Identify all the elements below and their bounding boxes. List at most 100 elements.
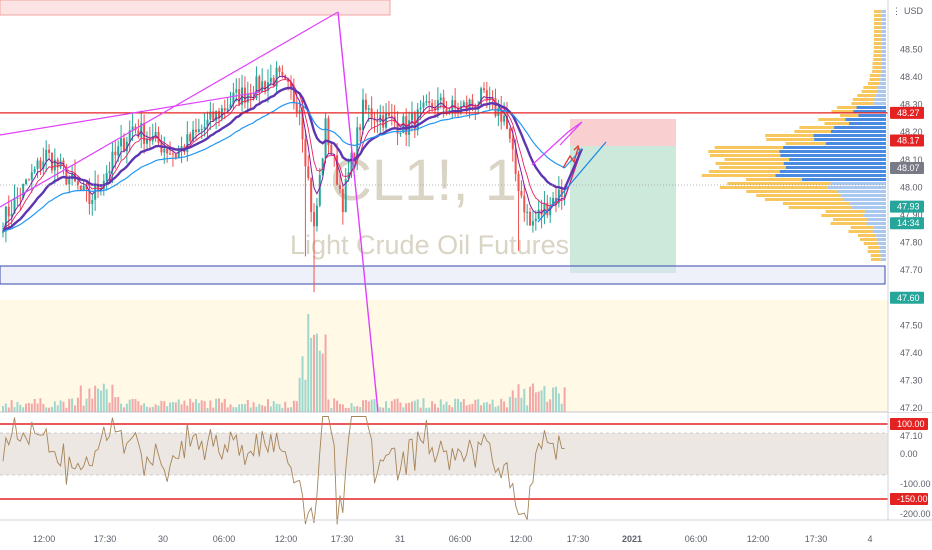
price-tag-label: 48.27 <box>897 108 920 118</box>
candle-body <box>238 89 241 105</box>
projection-arrow-head <box>573 144 581 153</box>
profile-bar <box>746 178 803 181</box>
profile-bar <box>877 90 886 93</box>
profile-bar <box>831 130 886 133</box>
profile-bar <box>853 110 886 113</box>
candle-body <box>189 134 192 142</box>
candle-body <box>390 115 393 117</box>
cci-oscillator <box>0 411 932 525</box>
volume-bar <box>439 399 442 412</box>
profile-bar <box>848 230 873 233</box>
candle-body <box>59 160 62 168</box>
volume-bar <box>327 399 330 412</box>
volume-bar <box>517 384 520 412</box>
volume-bar <box>275 403 278 412</box>
volume-bar <box>321 353 324 412</box>
volume-bar <box>338 403 341 412</box>
profile-bar <box>858 114 886 117</box>
price-tick-label: 47.90 <box>900 210 923 220</box>
volume-bar <box>134 399 137 412</box>
profile-bar <box>863 242 879 245</box>
profile-bar <box>872 62 882 65</box>
candle-body <box>359 127 362 130</box>
profile-bar <box>873 22 882 25</box>
volume-bar <box>307 314 310 412</box>
candle-body <box>30 172 33 180</box>
profile-bar <box>860 238 877 241</box>
volume-bar <box>194 399 197 412</box>
candle-body <box>19 197 22 199</box>
profile-bar <box>881 50 886 53</box>
candle-body <box>68 178 71 185</box>
volume-bar <box>436 407 439 412</box>
oscillator-axis: 0.00 -100.00 -200.00 100.00 -150.00 <box>890 418 931 519</box>
volume-bar <box>143 403 146 412</box>
profile-bar <box>881 42 886 45</box>
profile-bar <box>879 250 886 253</box>
profile-bar <box>881 26 886 29</box>
profile-bar <box>873 42 882 45</box>
volume-bar <box>36 403 39 412</box>
volume-bar <box>313 334 316 412</box>
candle-body <box>120 138 123 147</box>
volume-bar <box>99 390 102 412</box>
volume-bar <box>341 404 344 412</box>
volume-bar <box>382 407 385 412</box>
profile-bar <box>814 138 886 141</box>
volume-bar <box>111 384 114 412</box>
profile-bar <box>867 82 880 85</box>
volume-bar <box>25 403 28 412</box>
volume-bar <box>122 407 125 412</box>
volume-bar <box>278 404 281 412</box>
volume-bar <box>387 407 390 412</box>
candle-body <box>434 108 436 111</box>
profile-bar <box>821 214 864 217</box>
candle-body <box>45 149 48 162</box>
volume-bar <box>281 407 284 412</box>
candle-body <box>336 155 339 185</box>
price-tag-label: 48.17 <box>897 135 920 145</box>
candle-body <box>471 99 474 105</box>
volume-bar <box>557 393 560 412</box>
price-tag <box>890 134 924 147</box>
volume-bar <box>370 399 373 412</box>
time-tick-label: 17:30 <box>331 534 354 544</box>
profile-bar <box>873 50 882 53</box>
volume-bar <box>318 350 321 412</box>
profile-bar <box>873 38 882 41</box>
volume-bar <box>252 402 255 412</box>
candle-body <box>94 183 97 200</box>
axis-menu-icon: ⋮ <box>892 6 901 16</box>
osc-tag-label: -150.00 <box>897 494 928 504</box>
profile-bar <box>881 30 886 33</box>
candle-body <box>36 160 39 169</box>
osc-tick-label: 0.00 <box>900 449 918 459</box>
profile-bar <box>802 178 886 181</box>
volume-bar <box>396 398 399 412</box>
volume-bar <box>459 401 462 412</box>
ma-line <box>2 102 583 233</box>
candle-body <box>117 146 120 156</box>
volume-bar <box>520 397 523 412</box>
profile-bar <box>840 194 886 197</box>
candle-body <box>97 183 100 190</box>
candle-body <box>197 129 200 132</box>
volume-bar <box>33 399 36 412</box>
profile-bar <box>876 234 886 237</box>
volume-bar <box>65 407 68 412</box>
volume-bar <box>350 403 353 412</box>
candle-body <box>82 185 85 191</box>
volume-bar <box>408 402 411 412</box>
candle-body <box>140 123 143 138</box>
price-tag-label: 47.93 <box>897 202 920 212</box>
profile-bar <box>765 134 814 137</box>
profile-bar <box>881 38 886 41</box>
volume-bar <box>4 403 7 412</box>
volume-bar <box>56 405 59 412</box>
profile-bar <box>789 158 886 161</box>
candle-body <box>278 67 281 72</box>
volume-bar <box>266 399 269 412</box>
candle-body <box>232 92 235 105</box>
volume-bar <box>359 406 362 412</box>
